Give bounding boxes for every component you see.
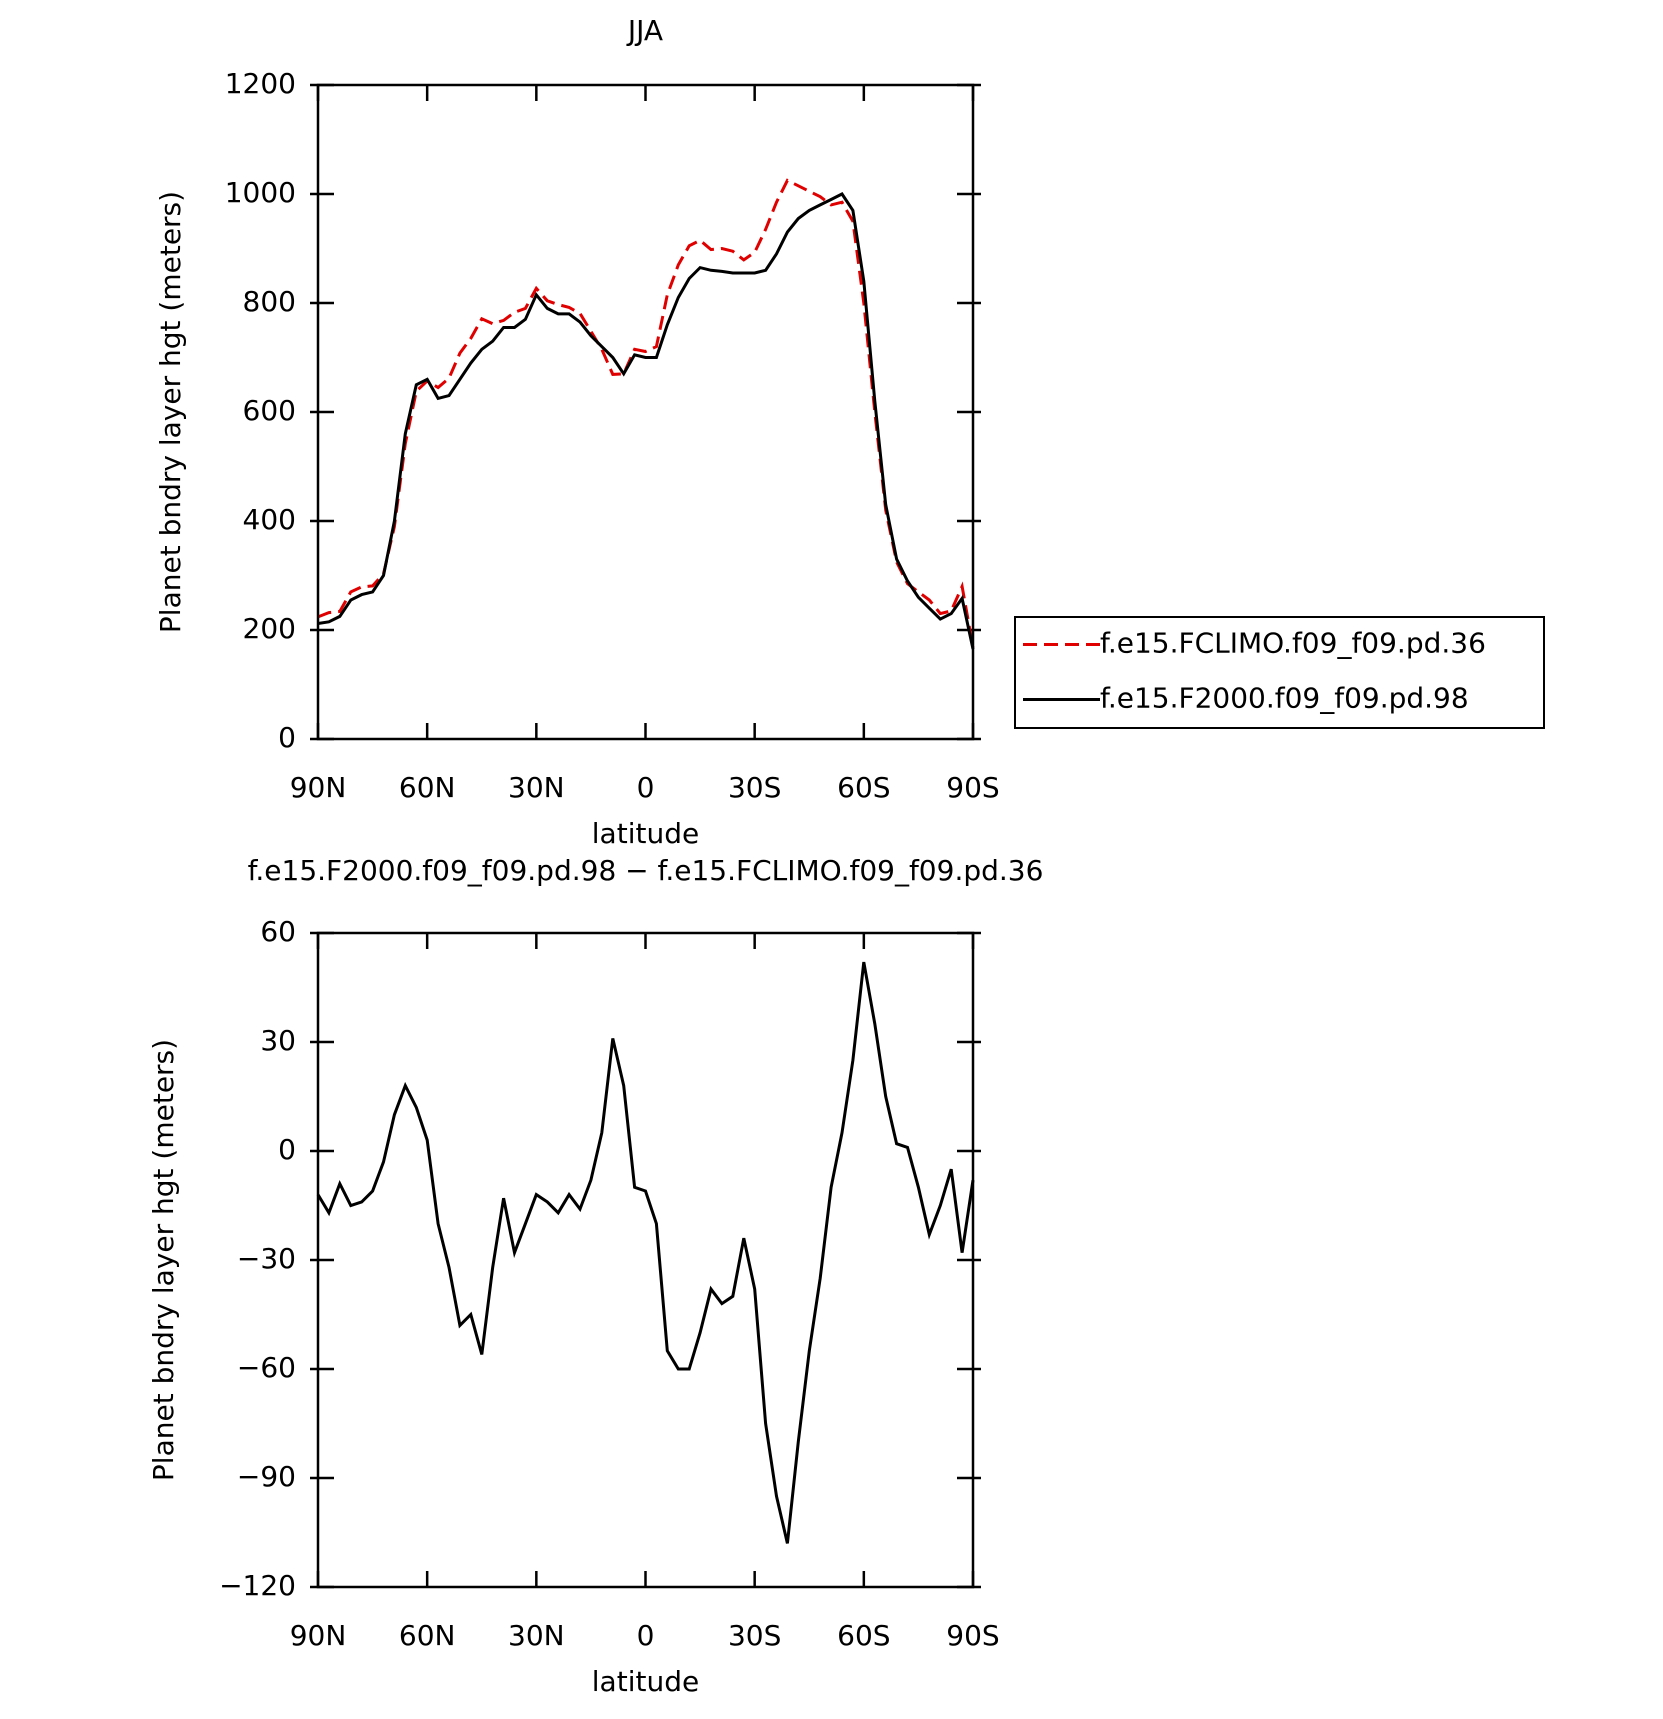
y-tick-label: 1200 <box>225 67 296 100</box>
x-tick-label: 30N <box>508 771 565 804</box>
y-tick-label: 0 <box>278 721 296 754</box>
legend-label: f.e15.F2000.f09_f09.pd.98 <box>1100 682 1469 715</box>
y-tick-label: 1000 <box>225 176 296 209</box>
x-tick-label: 30N <box>508 1619 565 1652</box>
y-tick-label: 30 <box>260 1024 296 1057</box>
x-tick-label: 90S <box>946 771 999 804</box>
y-tick-label: 200 <box>243 612 296 645</box>
chart-title: f.e15.F2000.f09_f09.pd.98 − f.e15.FCLIMO… <box>248 854 1044 887</box>
data-line <box>316 961 975 1544</box>
x-tick-label: 60N <box>399 1619 456 1652</box>
y-axis-title: Planet bndry layer hgt (meters) <box>147 1039 180 1481</box>
x-tick-label: 90N <box>290 771 347 804</box>
y-tick-label: 60 <box>260 915 296 948</box>
legend-label: f.e15.FCLIMO.f09_f09.pd.36 <box>1100 627 1486 660</box>
x-tick-label: 60S <box>837 771 890 804</box>
chart-title: JJA <box>626 14 663 47</box>
y-tick-label: −30 <box>237 1242 296 1275</box>
x-tick-label: 30S <box>728 1619 781 1652</box>
y-tick-label: 0 <box>278 1133 296 1166</box>
x-tick-label: 30S <box>728 771 781 804</box>
y-tick-label: −120 <box>219 1569 296 1602</box>
x-axis-title: latitude <box>592 817 699 850</box>
y-tick-label: 600 <box>243 394 296 427</box>
y-tick-label: 400 <box>243 503 296 536</box>
x-tick-label: 90S <box>946 1619 999 1652</box>
x-tick-label: 90N <box>290 1619 347 1652</box>
data-line <box>317 192 975 650</box>
chart: f.e15.F2000.f09_f09.pd.98 − f.e15.FCLIMO… <box>147 854 1043 1698</box>
chart: JJA latitude Planet bndry layer hgt (meter… <box>154 14 1545 850</box>
x-tick-label: 0 <box>637 771 655 804</box>
x-tick-label: 0 <box>637 1619 655 1652</box>
plot-frame <box>316 931 975 1589</box>
x-axis-title: latitude <box>592 1665 699 1698</box>
x-tick-label: 60N <box>399 771 456 804</box>
y-tick-label: 800 <box>243 285 296 318</box>
y-tick-label: −60 <box>237 1351 296 1384</box>
y-axis-title: Planet bndry layer hgt (meters) <box>154 191 187 633</box>
y-tick-label: −90 <box>237 1460 296 1493</box>
legend-box <box>1014 616 1545 729</box>
plot-frame <box>316 83 975 741</box>
x-tick-label: 60S <box>837 1619 890 1652</box>
